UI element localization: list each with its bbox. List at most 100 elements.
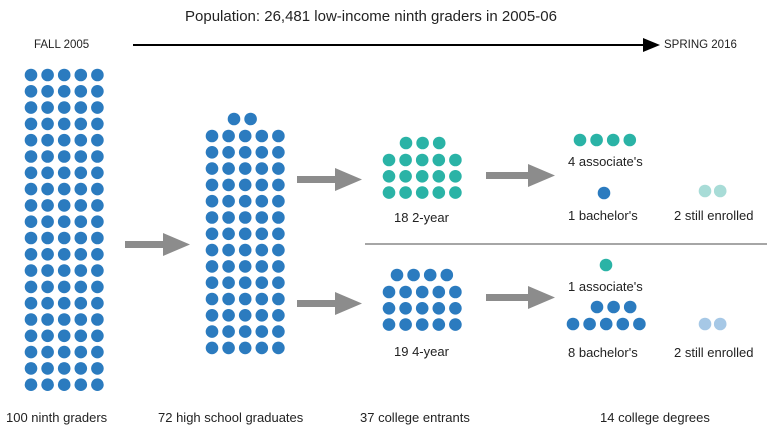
hs-graduate-dot xyxy=(244,112,257,126)
ninth-grader-dot xyxy=(57,182,71,196)
hs-graduate-dot xyxy=(238,178,252,192)
ninth-grader-dot xyxy=(24,166,38,180)
4year-entrant-dot xyxy=(449,285,462,299)
four-year-bachelors-label: 8 bachelor's xyxy=(568,345,638,360)
ninth-grader-dot xyxy=(57,248,71,261)
ninth-grader-dot xyxy=(91,133,104,147)
ninth-grader-dot xyxy=(91,313,104,326)
hs-graduate-dot xyxy=(205,260,219,273)
2year-associates-dot xyxy=(590,133,603,147)
4year-entrant-dot xyxy=(407,268,420,282)
ninth-grader-dot xyxy=(57,117,71,131)
ninth-grader-dot xyxy=(57,345,71,359)
arrow-2year-to-outcomes xyxy=(486,164,555,187)
ninth-grader-dot xyxy=(74,345,88,359)
hs-graduate-dot xyxy=(238,129,252,143)
hs-graduate-dot xyxy=(227,112,241,126)
4year-entrant-dot xyxy=(449,302,462,315)
hs-graduate-dot xyxy=(255,341,269,355)
ninth-grader-dot xyxy=(74,378,88,392)
hs-graduate-dot xyxy=(255,162,269,175)
ninth-grader-dot xyxy=(57,215,71,228)
ninth-grader-dot xyxy=(41,101,54,114)
2year-entrant-dot xyxy=(432,153,446,167)
hs-graduate-dot xyxy=(222,162,235,175)
hs-graduate-dot xyxy=(205,178,219,192)
ninth-grader-dot xyxy=(41,231,54,245)
hs-graduate-dot xyxy=(205,276,219,290)
ninth-grader-dot xyxy=(57,362,71,375)
hs-graduate-dot xyxy=(272,341,285,355)
2year-bachelors-dot xyxy=(597,186,611,200)
ninth-grader-dot xyxy=(91,378,104,392)
college-degrees-label: 14 college degrees xyxy=(600,410,710,425)
4year-entrant-dot xyxy=(382,318,396,331)
hs-graduate-dot xyxy=(255,243,269,257)
2year-associates-dot xyxy=(606,133,620,147)
hs-graduate-dot xyxy=(255,309,269,322)
ninth-grader-dot xyxy=(91,280,104,294)
2year-entrant-dot xyxy=(415,170,429,183)
4year-entrant-dot xyxy=(432,318,446,331)
four-year-associates-label: 1 associate's xyxy=(568,279,643,294)
ninth-grader-dot xyxy=(91,296,104,310)
hs-graduate-dot xyxy=(272,260,285,273)
2year-entrant-dot xyxy=(449,186,462,199)
2year-entrant-dot xyxy=(432,136,446,150)
4year-entrant-dot xyxy=(415,302,429,315)
hs-graduate-dot xyxy=(205,211,219,224)
ninth-grader-dot xyxy=(24,182,38,196)
hs-graduate-dot xyxy=(222,341,235,355)
hs-graduate-dot xyxy=(222,178,235,192)
hs-graduate-dot xyxy=(222,260,235,273)
2year-entrant-dot xyxy=(432,170,446,183)
hs-graduate-dot xyxy=(255,276,269,290)
ninth-grader-dot xyxy=(24,215,38,228)
arrow-ninth-to-hs xyxy=(125,233,190,256)
4year-entrant-dot xyxy=(432,302,446,315)
hs-graduate-dot xyxy=(272,211,285,224)
ninth-grader-dot xyxy=(24,248,38,261)
hs-graduate-dot xyxy=(205,341,219,355)
4year-associates-dot xyxy=(599,258,613,272)
4year-bachelors-dot xyxy=(599,317,613,331)
ninth-grader-dot xyxy=(74,264,88,277)
2year-entrant-dot xyxy=(415,186,429,199)
arrow-4year-to-outcomes xyxy=(486,286,555,309)
ninth-grader-dot xyxy=(41,150,54,163)
ninth-grader-dot xyxy=(91,85,104,98)
hs-graduate-dot xyxy=(272,178,285,192)
hs-graduate-dot xyxy=(205,243,219,257)
ninth-grader-dot xyxy=(41,199,54,212)
hs-graduate-dot xyxy=(222,309,235,322)
hs-graduate-dot xyxy=(255,146,269,159)
ninth-grader-dot xyxy=(74,296,88,310)
ninth-grader-dot xyxy=(74,329,88,343)
hs-graduate-dot xyxy=(272,227,285,241)
ninth-grader-dot xyxy=(57,199,71,212)
hs-graduate-dot xyxy=(238,227,252,241)
hs-graduate-dot xyxy=(238,243,252,257)
ninth-graders-label: 100 ninth graders xyxy=(6,410,108,425)
ninth-grader-dot xyxy=(41,264,54,277)
4year-bachelors-dot xyxy=(616,317,630,331)
hs-graduate-dot xyxy=(238,309,252,322)
2year-entrant-dot xyxy=(399,153,412,167)
timeline-arrowhead xyxy=(643,38,660,52)
hs-graduate-dot xyxy=(205,146,219,159)
two-year-still-enrolled-label: 2 still enrolled xyxy=(674,208,754,223)
2year-entrant-dot xyxy=(382,153,396,167)
ninth-grader-dot xyxy=(24,329,38,343)
ninth-grader-dot xyxy=(41,68,54,82)
ninth-grader-dot xyxy=(57,296,71,310)
ninth-grader-dot xyxy=(91,345,104,359)
hs-graduate-dot xyxy=(255,227,269,241)
ninth-grader-dot xyxy=(41,313,54,326)
ninth-grader-dot xyxy=(24,101,38,114)
ninth-grader-dot xyxy=(57,280,71,294)
2year-associates-dot xyxy=(573,133,587,147)
ninth-grader-dot xyxy=(41,248,54,261)
ninth-grader-dot xyxy=(24,313,38,326)
ninth-grader-dot xyxy=(91,150,104,163)
ninth-grader-dot xyxy=(41,280,54,294)
